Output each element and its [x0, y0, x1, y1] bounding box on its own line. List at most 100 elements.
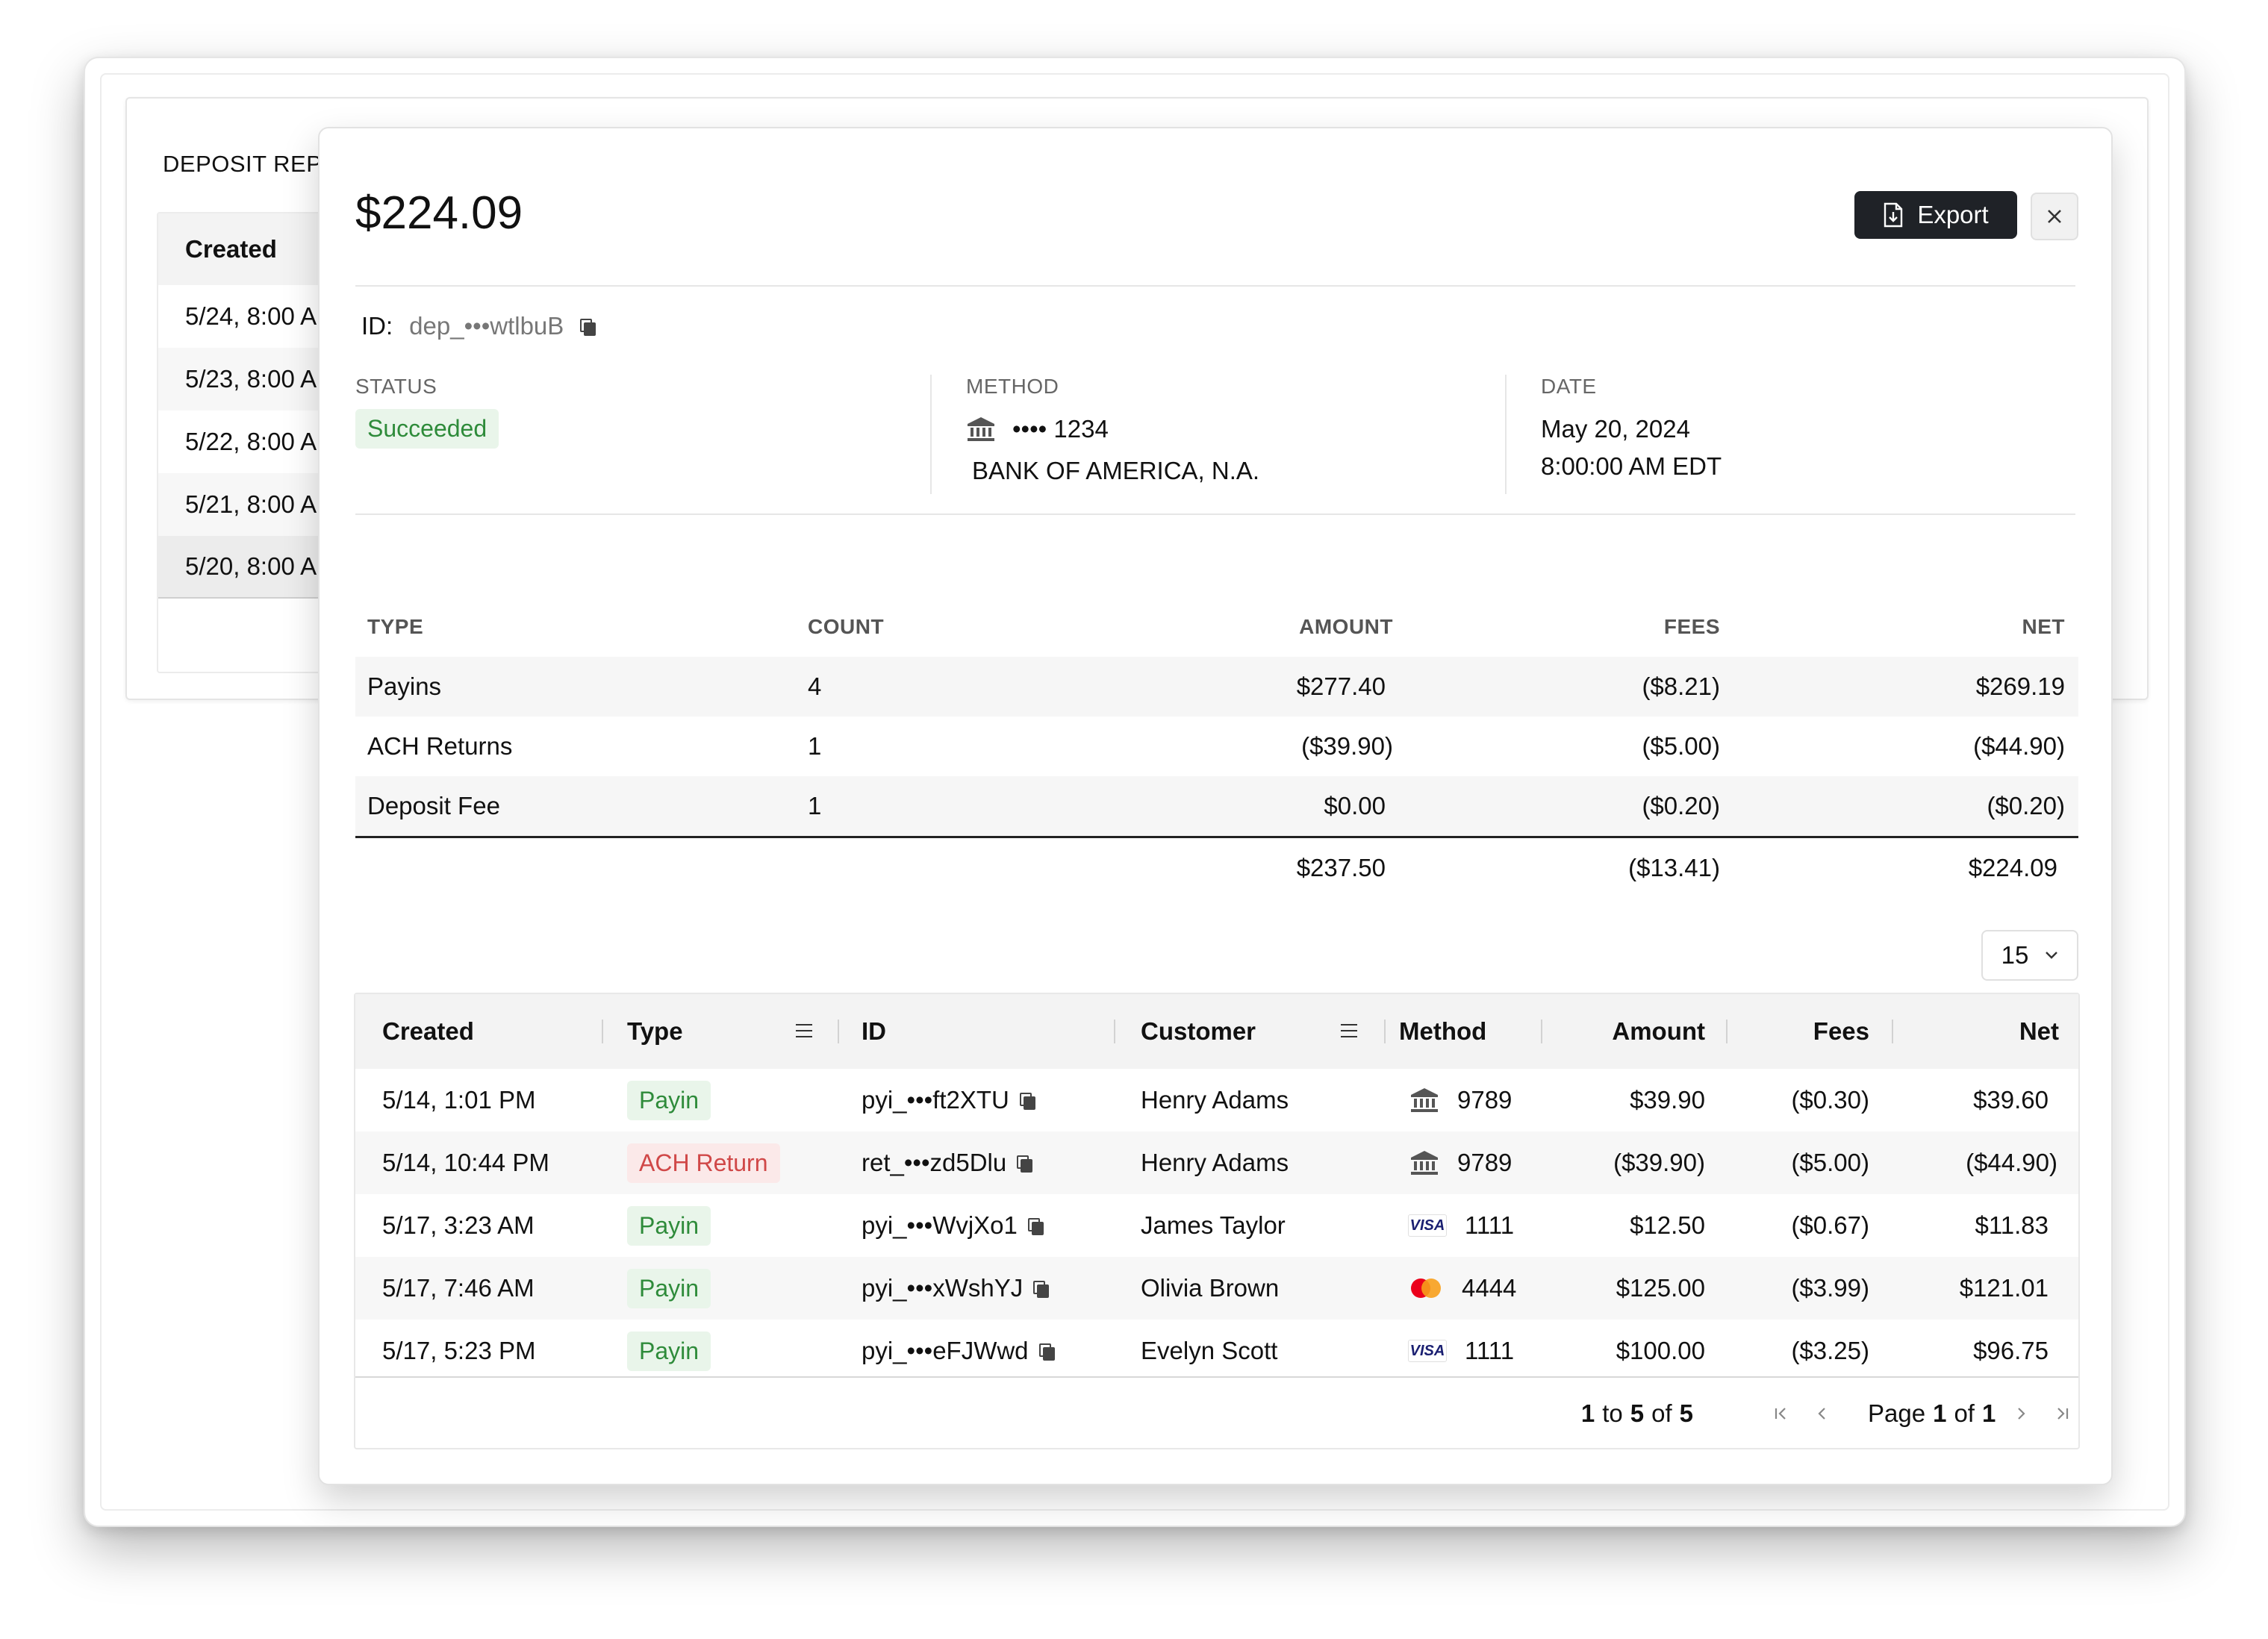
type-badge: Payin [627, 1331, 711, 1371]
summary-totals-row: $237.50 ($13.41) $224.09 [355, 838, 2078, 898]
copy-icon[interactable] [1017, 1155, 1033, 1173]
summary-total-rule [355, 836, 2078, 838]
cell-created: 5/14, 1:01 PM [382, 1086, 536, 1114]
copy-icon[interactable] [1033, 1281, 1050, 1298]
cell-net: $11.83 [1975, 1211, 2049, 1239]
copy-icon[interactable] [1027, 1218, 1044, 1235]
deposit-amount: $224.09 [355, 187, 523, 239]
grid-header: Created Type ID Customer Method Amount F… [355, 994, 2078, 1069]
previous-page-button[interactable] [1807, 1399, 1836, 1429]
summary-type: Payins [367, 672, 442, 700]
cell-id: pyi_•••ft2XTU [862, 1086, 1009, 1114]
chevron-right-icon [2018, 1408, 2025, 1420]
column-resize-handle[interactable] [1726, 1020, 1728, 1043]
last-page-button[interactable] [2047, 1399, 2077, 1429]
column-resize-handle[interactable] [1892, 1020, 1893, 1043]
summary-row: Deposit Fee 1 $0.00 ($0.20) ($0.20) [355, 776, 2078, 836]
table-row[interactable]: 5/17, 3:23 AM Payin pyi_•••WvjXo1 James … [355, 1194, 2078, 1257]
next-page-button[interactable] [2007, 1399, 2037, 1429]
cell-created: 5/17, 5:23 PM [382, 1337, 536, 1364]
cell-fees: ($5.00) [1791, 1149, 1869, 1176]
close-button[interactable] [2031, 193, 2078, 240]
bank-icon [968, 417, 994, 441]
page-current: 1 [1933, 1399, 1947, 1427]
cell-amount: $100.00 [1616, 1337, 1705, 1364]
col-customer[interactable]: Customer [1141, 1017, 1256, 1045]
summary-net: ($0.20) [1987, 792, 2065, 820]
deposit-report-row[interactable]: 5/22, 8:00 AI [185, 428, 324, 455]
type-badge: Payin [627, 1080, 711, 1120]
type-badge: ACH Return [627, 1143, 780, 1183]
deposit-report-row[interactable]: 5/24, 8:00 AI [185, 302, 324, 330]
total-fees: ($13.41) [1628, 854, 1720, 881]
total-amount: $237.50 [1296, 854, 1386, 881]
method-mask: •••• 1234 [1012, 415, 1109, 443]
range-total: 5 [1679, 1399, 1693, 1427]
mastercard-icon [1408, 1277, 1444, 1299]
copy-icon[interactable] [1019, 1093, 1035, 1110]
column-menu-icon[interactable] [796, 1024, 812, 1037]
row-range-summary: 1 to 5 of 5 [1581, 1378, 1693, 1449]
cell-net: ($44.90) [1966, 1149, 2057, 1176]
page-total: 1 [1981, 1399, 1996, 1427]
col-created[interactable]: Created [382, 1017, 474, 1045]
cell-customer: Henry Adams [1141, 1149, 1289, 1176]
type-badge: Payin [627, 1268, 711, 1308]
cell-last4: 9789 [1457, 1086, 1512, 1114]
column-resize-handle[interactable] [602, 1020, 603, 1043]
cell-fees: ($3.99) [1791, 1274, 1869, 1302]
total-net: $224.09 [1968, 854, 2057, 881]
summary-type: ACH Returns [367, 732, 513, 760]
column-resize-handle[interactable] [1541, 1020, 1542, 1043]
table-row[interactable]: 5/14, 1:01 PM Payin pyi_•••ft2XTU Henry … [355, 1069, 2078, 1131]
visa-icon: VISA [1408, 1214, 1447, 1237]
col-fees[interactable]: Fees [1813, 1017, 1869, 1045]
summary-header-type: TYPE [367, 615, 424, 638]
column-resize-handle[interactable] [1114, 1020, 1115, 1043]
divider [355, 285, 2075, 287]
cell-amount: $12.50 [1630, 1211, 1705, 1239]
table-row[interactable]: 5/17, 5:23 PM Payin pyi_•••eFJWwd Evelyn… [355, 1320, 2078, 1382]
cell-net: $121.01 [1959, 1274, 2049, 1302]
cell-net: $39.60 [1973, 1086, 2049, 1114]
status-label: STATUS [355, 375, 437, 398]
copy-icon[interactable] [580, 319, 596, 336]
summary-amount: $277.40 [1296, 672, 1386, 700]
col-type[interactable]: Type [627, 1017, 683, 1045]
divider [1505, 375, 1507, 494]
column-resize-handle[interactable] [838, 1020, 839, 1043]
cell-fees: ($0.30) [1791, 1086, 1869, 1114]
cell-amount: $39.90 [1630, 1086, 1705, 1114]
date-value: May 20, 2024 [1541, 415, 1690, 443]
last-page-icon [2057, 1408, 2069, 1420]
method-section: METHOD •••• 1234 BANK OF AMERICA, N.A. [966, 375, 1259, 485]
table-row[interactable]: 5/14, 10:44 PM ACH Return ret_•••zd5Dlu … [355, 1131, 2078, 1194]
time-value: 8:00:00 AM EDT [1541, 452, 1722, 480]
col-method[interactable]: Method [1399, 1017, 1487, 1045]
window-frame [100, 73, 2169, 1511]
summary-amount: ($39.90) [1301, 732, 1393, 760]
summary-header-count: COUNT [808, 615, 885, 638]
divider [355, 513, 2075, 515]
first-page-button[interactable] [1766, 1399, 1796, 1429]
col-amount[interactable]: Amount [1612, 1017, 1705, 1045]
cell-created: 5/14, 10:44 PM [382, 1149, 549, 1176]
cell-last4: 1111 [1465, 1211, 1515, 1239]
col-id[interactable]: ID [862, 1017, 886, 1045]
page-size-value: 15 [2001, 941, 2029, 969]
export-button[interactable]: Export [1854, 191, 2017, 239]
column-menu-icon[interactable] [1341, 1024, 1357, 1037]
col-net[interactable]: Net [2019, 1017, 2059, 1045]
method-bank: BANK OF AMERICA, N.A. [972, 457, 1260, 484]
cell-id: ret_•••zd5Dlu [862, 1149, 1007, 1176]
page-size-select[interactable]: 15 [1981, 930, 2078, 981]
summary-fees: ($8.21) [1642, 672, 1720, 700]
visa-icon: VISA [1408, 1340, 1447, 1362]
id-value: dep_•••wtlbuB [409, 312, 564, 340]
copy-icon[interactable] [1038, 1343, 1055, 1361]
summary-count: 1 [808, 792, 822, 820]
cell-customer: Evelyn Scott [1141, 1337, 1278, 1364]
column-resize-handle[interactable] [1384, 1020, 1386, 1043]
chevron-left-icon [1818, 1408, 1825, 1420]
table-row[interactable]: 5/17, 7:46 AM Payin pyi_•••xWshYJ Olivia… [355, 1257, 2078, 1320]
